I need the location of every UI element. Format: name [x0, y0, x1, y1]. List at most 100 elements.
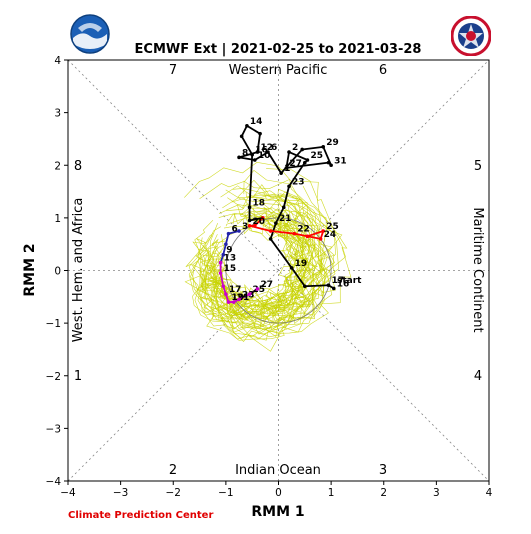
point-label: 21	[279, 214, 292, 224]
series-point	[260, 216, 265, 220]
y-tick-label: 0	[54, 266, 61, 278]
series-point	[255, 150, 260, 154]
series-point	[268, 237, 273, 241]
point-label: 21	[237, 293, 250, 303]
series-point	[303, 284, 307, 289]
point-label: 31	[334, 156, 347, 166]
point-label: 29	[326, 138, 339, 148]
series-point	[218, 260, 223, 265]
point-label: 10	[258, 151, 271, 161]
point-label: 17	[229, 285, 242, 295]
phase-number-6: 6	[379, 63, 387, 78]
national-weather-service-logo	[451, 16, 491, 56]
ensemble-member-line	[189, 168, 346, 343]
point-label: 24	[324, 230, 337, 240]
y-tick-label: 1	[54, 213, 61, 225]
region-label-top: Western Pacific	[229, 63, 328, 78]
point-label: 22	[297, 225, 310, 235]
chart-title: ECMWF Ext | 2021-02-25 to 2021-03-28	[135, 42, 422, 57]
series-point	[247, 218, 252, 223]
series-point	[318, 237, 323, 241]
diagonal-line	[67, 59, 490, 482]
point-label: 9	[226, 246, 232, 256]
series-point	[266, 150, 270, 154]
series-point	[292, 231, 297, 236]
series-point	[255, 287, 260, 291]
x-tick-label: 3	[433, 487, 440, 499]
diagonal-line	[67, 59, 490, 482]
ensemble-member-line	[203, 217, 312, 317]
series-point	[305, 158, 310, 162]
ensemble-member-line	[207, 178, 329, 321]
series-point	[329, 163, 333, 168]
point-label: 6	[271, 143, 277, 153]
ensemble-member-line	[192, 185, 333, 330]
point-label: 6	[232, 225, 238, 235]
y-tick-label: −4	[46, 476, 62, 488]
point-label: 25	[253, 285, 266, 295]
ensemble-member-line	[211, 223, 297, 316]
point-label: 27	[260, 280, 273, 290]
point-label: 14	[250, 117, 263, 127]
noaa-logo	[70, 14, 110, 54]
series-point	[218, 271, 223, 275]
point-label: 8	[242, 148, 248, 158]
diagonal-grid	[67, 59, 490, 482]
series-point	[305, 234, 310, 239]
point-label: 19	[232, 293, 245, 303]
point-label: 1	[284, 164, 290, 174]
region-label-bottom: Indian Ocean	[235, 463, 321, 478]
x-tick-label: −2	[166, 487, 181, 499]
ensemble-members	[184, 162, 352, 352]
x-tick-label: 4	[486, 487, 493, 499]
phase-number-8: 8	[74, 159, 82, 174]
y-tick-label: −1	[46, 318, 61, 330]
series-point	[287, 150, 291, 154]
phase-number-7: 7	[169, 63, 177, 78]
x-tick-label: −3	[113, 487, 128, 499]
series-point	[253, 223, 257, 228]
series-point	[224, 242, 228, 246]
series-point	[237, 155, 241, 160]
series-point	[281, 205, 286, 210]
series-point	[247, 292, 252, 296]
x-axis-label: RMM 1	[251, 504, 304, 520]
x-tick-label: 0	[275, 487, 282, 499]
y-tick-label: 3	[54, 108, 61, 120]
point-label: 19	[295, 259, 308, 269]
phase-number-4: 4	[474, 369, 482, 384]
series-point	[279, 171, 283, 175]
y-tick-label: −3	[46, 423, 61, 435]
phase-number-5: 5	[474, 159, 482, 174]
series-point	[258, 131, 262, 136]
y-axis-label: RMM 2	[22, 243, 38, 296]
series-point	[237, 297, 241, 302]
series-point	[284, 166, 289, 170]
credit-label: Climate Prediction Center	[68, 510, 214, 521]
series-point	[250, 152, 254, 157]
ensemble-member-line	[206, 216, 313, 314]
region-label-left: West. Hem. and Africa	[71, 198, 86, 343]
region-label-right: Maritime Continent	[470, 207, 485, 332]
point-label: 16	[337, 279, 350, 289]
series-point	[245, 123, 249, 128]
series-point	[321, 145, 326, 149]
point-label: 3	[242, 222, 248, 232]
ensemble-member-line	[208, 214, 310, 311]
x-tick-label: 1	[328, 487, 335, 499]
series-point	[237, 229, 241, 233]
series-point	[326, 160, 331, 165]
ensemble-member-line	[192, 194, 322, 340]
y-tick-label: 2	[54, 160, 61, 172]
ensemble-member-line	[209, 210, 311, 301]
series-point	[287, 184, 291, 189]
x-tick-label: −1	[218, 487, 233, 499]
x-tick-label: −4	[60, 487, 76, 499]
point-label: 17	[331, 276, 344, 286]
series-point	[221, 284, 226, 289]
series-point	[253, 158, 257, 162]
point-label: 15	[224, 264, 237, 274]
